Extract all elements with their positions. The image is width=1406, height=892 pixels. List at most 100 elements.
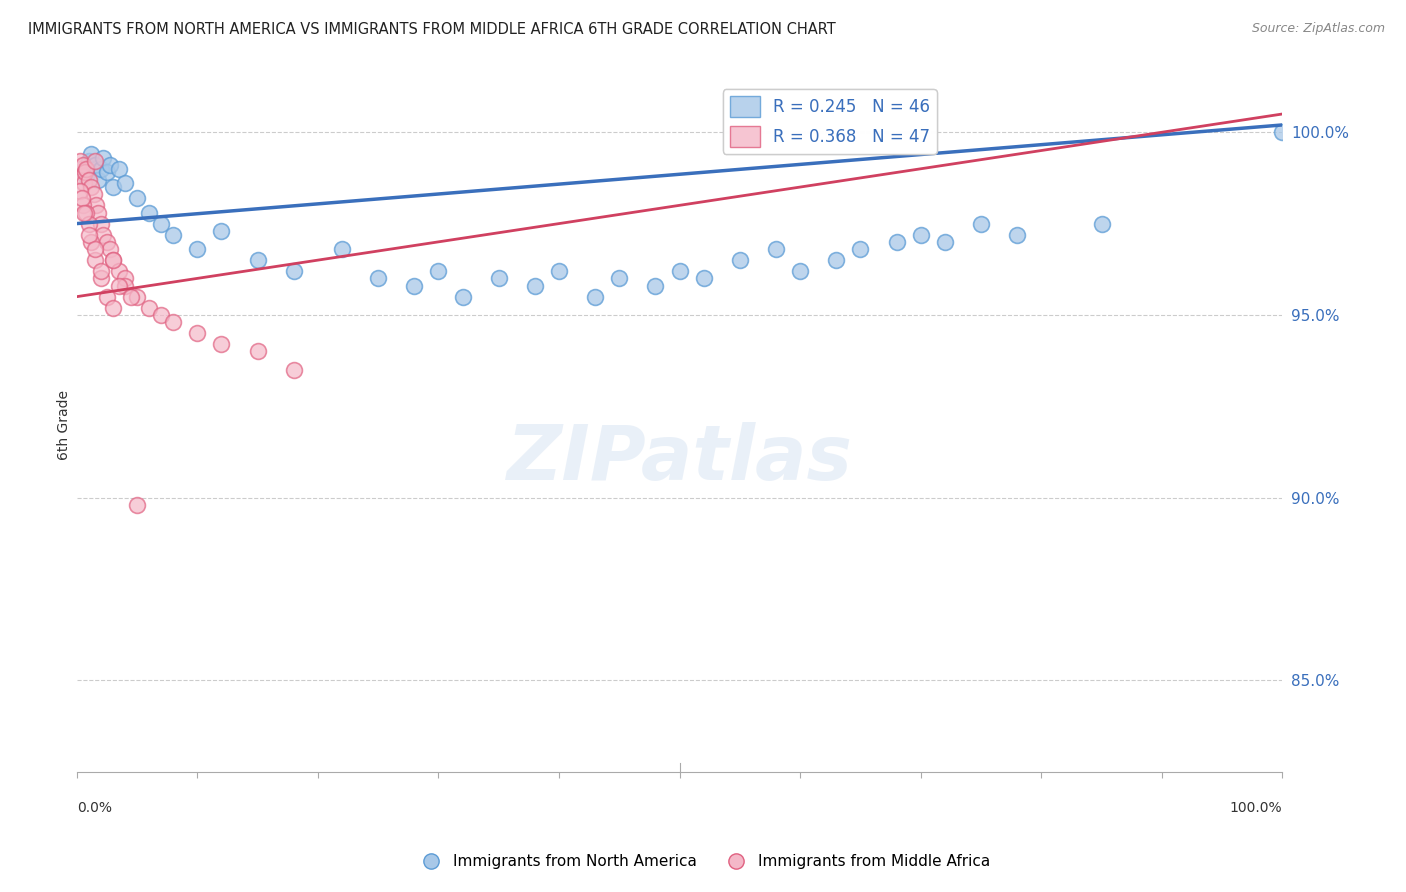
Point bbox=[367, 271, 389, 285]
Point bbox=[120, 290, 142, 304]
Point bbox=[1005, 227, 1028, 242]
Point bbox=[70, 169, 93, 183]
Point bbox=[83, 242, 105, 256]
Point bbox=[162, 227, 184, 242]
Point bbox=[83, 253, 105, 268]
Point bbox=[69, 154, 91, 169]
Point bbox=[84, 198, 107, 212]
Text: 100.0%: 100.0% bbox=[1230, 801, 1282, 815]
Point bbox=[90, 217, 112, 231]
Legend: Immigrants from North America, Immigrants from Middle Africa: Immigrants from North America, Immigrant… bbox=[409, 848, 997, 875]
Point bbox=[77, 227, 100, 242]
Point bbox=[77, 173, 100, 187]
Point bbox=[150, 308, 173, 322]
Point bbox=[789, 264, 811, 278]
Point bbox=[150, 217, 173, 231]
Point bbox=[125, 191, 148, 205]
Point bbox=[75, 165, 97, 179]
Point bbox=[548, 264, 571, 278]
Point bbox=[77, 217, 100, 231]
Point bbox=[607, 271, 630, 285]
Point bbox=[72, 158, 94, 172]
Point bbox=[77, 154, 100, 169]
Point bbox=[728, 253, 751, 268]
Point bbox=[693, 271, 716, 285]
Point bbox=[246, 253, 269, 268]
Point bbox=[644, 278, 666, 293]
Point bbox=[108, 161, 131, 176]
Point bbox=[114, 177, 136, 191]
Point bbox=[69, 184, 91, 198]
Point bbox=[283, 264, 305, 278]
Y-axis label: 6th Grade: 6th Grade bbox=[58, 390, 72, 459]
Point bbox=[96, 235, 118, 249]
Point bbox=[765, 242, 787, 256]
Text: Source: ZipAtlas.com: Source: ZipAtlas.com bbox=[1251, 22, 1385, 36]
Point bbox=[934, 235, 956, 249]
Text: IMMIGRANTS FROM NORTH AMERICA VS IMMIGRANTS FROM MIDDLE AFRICA 6TH GRADE CORRELA: IMMIGRANTS FROM NORTH AMERICA VS IMMIGRA… bbox=[28, 22, 837, 37]
Point bbox=[138, 205, 160, 219]
Point bbox=[209, 337, 232, 351]
Point bbox=[100, 242, 122, 256]
Point bbox=[451, 290, 474, 304]
Point bbox=[138, 301, 160, 315]
Point bbox=[910, 227, 932, 242]
Point bbox=[186, 326, 208, 341]
Point bbox=[404, 278, 426, 293]
Point bbox=[583, 290, 606, 304]
Point bbox=[1271, 125, 1294, 139]
Point bbox=[83, 154, 105, 169]
Point bbox=[125, 498, 148, 512]
Point bbox=[209, 224, 232, 238]
Point bbox=[96, 165, 118, 179]
Point bbox=[80, 147, 103, 161]
Point bbox=[83, 187, 105, 202]
Point bbox=[91, 151, 114, 165]
Point bbox=[101, 301, 124, 315]
Point bbox=[70, 191, 93, 205]
Point bbox=[67, 161, 90, 176]
Point bbox=[75, 169, 97, 183]
Point bbox=[283, 363, 305, 377]
Point bbox=[80, 235, 103, 249]
Point bbox=[73, 205, 96, 219]
Point bbox=[83, 158, 105, 172]
Point bbox=[108, 264, 131, 278]
Point bbox=[330, 242, 353, 256]
Point bbox=[668, 264, 690, 278]
Point bbox=[91, 227, 114, 242]
Point bbox=[90, 271, 112, 285]
Point bbox=[75, 161, 97, 176]
Point bbox=[186, 242, 208, 256]
Point bbox=[825, 253, 848, 268]
Point bbox=[488, 271, 510, 285]
Point bbox=[970, 217, 993, 231]
Text: ZIPatlas: ZIPatlas bbox=[506, 422, 852, 496]
Point bbox=[72, 161, 94, 176]
Point bbox=[100, 158, 122, 172]
Point bbox=[125, 290, 148, 304]
Point bbox=[72, 198, 94, 212]
Point bbox=[114, 278, 136, 293]
Point bbox=[1091, 217, 1114, 231]
Point bbox=[80, 180, 103, 194]
Point bbox=[108, 278, 131, 293]
Point bbox=[90, 264, 112, 278]
Point bbox=[114, 271, 136, 285]
Point bbox=[849, 242, 872, 256]
Point bbox=[73, 177, 96, 191]
Point bbox=[162, 315, 184, 329]
Point bbox=[101, 253, 124, 268]
Point bbox=[87, 205, 110, 219]
Point bbox=[96, 290, 118, 304]
Point bbox=[101, 253, 124, 268]
Text: 0.0%: 0.0% bbox=[77, 801, 111, 815]
Point bbox=[886, 235, 908, 249]
Point bbox=[427, 264, 450, 278]
Point bbox=[101, 180, 124, 194]
Legend: R = 0.245   N = 46, R = 0.368   N = 47: R = 0.245 N = 46, R = 0.368 N = 47 bbox=[723, 89, 936, 153]
Point bbox=[523, 278, 546, 293]
Point bbox=[75, 205, 97, 219]
Point bbox=[90, 161, 112, 176]
Point bbox=[87, 173, 110, 187]
